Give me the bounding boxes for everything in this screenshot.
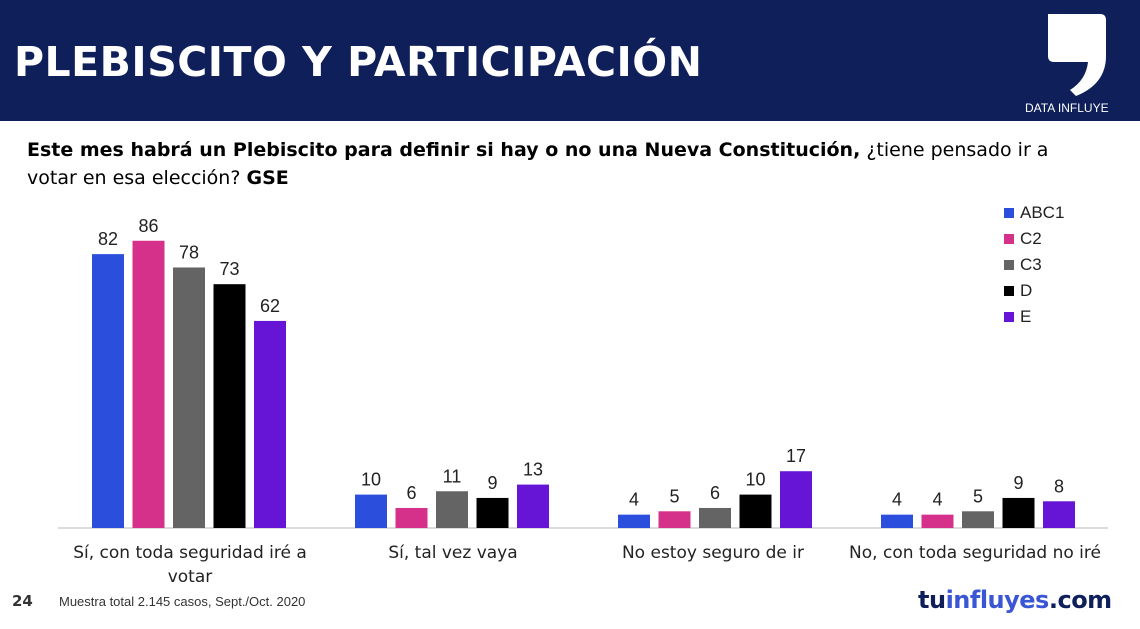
- data-label: 6: [406, 483, 416, 503]
- legend-item-c2: C2: [1004, 226, 1064, 252]
- bar-abc1-3: [881, 514, 913, 528]
- page-number: 24: [12, 592, 33, 610]
- legend-item-c3: C3: [1004, 252, 1064, 278]
- data-label: 8: [1054, 476, 1064, 496]
- data-label: 5: [973, 486, 983, 506]
- legend-label: C3: [1020, 255, 1042, 274]
- bar-c2-1: [395, 507, 428, 528]
- category-label: votar: [168, 567, 213, 587]
- comma-logo-icon: [1048, 14, 1106, 96]
- bar-d-1: [476, 497, 509, 528]
- legend-swatch: [1004, 208, 1014, 218]
- legend-swatch: [1004, 312, 1014, 322]
- data-label: 10: [361, 470, 381, 490]
- bar-e-1: [517, 484, 549, 528]
- bar-d-2: [739, 494, 772, 528]
- legend-item-e: E: [1004, 304, 1064, 330]
- sample-footnote: Muestra total 2.145 casos, Sept./Oct. 20…: [59, 594, 306, 609]
- data-label: 13: [523, 460, 543, 480]
- site-logo: tuinfluyes.com: [918, 586, 1112, 614]
- survey-question: Este mes habrá un Plebiscito para defini…: [27, 136, 1087, 192]
- category-label: No, con toda seguridad no iré: [849, 543, 1101, 563]
- legend-label: ABC1: [1020, 203, 1065, 222]
- question-text: ¿tiene pensado ir a votar en esa elecció…: [27, 139, 1049, 189]
- bar-c2-2: [658, 511, 691, 528]
- category-label: Sí, con toda seguridad iré a: [73, 543, 307, 563]
- bar-c3-2: [699, 507, 731, 528]
- category-label: Sí, tal vez vaya: [388, 543, 517, 563]
- site-prefix: tu: [918, 586, 946, 614]
- data-label: 73: [219, 259, 239, 279]
- bar-c3-0: [173, 267, 205, 528]
- bar-abc1-2: [618, 514, 650, 528]
- site-accent: influyes: [945, 586, 1050, 614]
- bar-e-0: [254, 320, 286, 528]
- data-label: 4: [932, 490, 942, 510]
- data-label: 86: [138, 216, 158, 236]
- data-label: 9: [487, 473, 497, 493]
- bar-c3-3: [962, 511, 994, 528]
- header-bar: PLEBISCITO Y PARTICIPACIÓN DATA INFLUYE: [0, 0, 1140, 121]
- data-label: 82: [98, 229, 118, 249]
- bar-e-3: [1043, 501, 1075, 528]
- question-bold-text: Este mes habrá un Plebiscito para defini…: [27, 139, 861, 161]
- page-title: PLEBISCITO Y PARTICIPACIÓN: [14, 38, 703, 86]
- bar-c2-0: [132, 240, 165, 528]
- legend-label: E: [1020, 307, 1032, 326]
- site-suffix: .com: [1048, 586, 1112, 614]
- data-label: 9: [1013, 473, 1023, 493]
- data-label: 4: [892, 490, 902, 510]
- bar-c2-3: [921, 514, 954, 528]
- legend-swatch: [1004, 286, 1014, 296]
- data-label: 17: [786, 446, 806, 466]
- question-gse: GSE: [246, 167, 289, 189]
- bar-abc1-1: [355, 494, 387, 528]
- legend-label: D: [1020, 281, 1033, 300]
- data-label: 11: [443, 466, 462, 486]
- data-label: 6: [710, 483, 720, 503]
- legend-swatch: [1004, 260, 1014, 270]
- bar-c3-1: [436, 491, 468, 528]
- bar-e-2: [780, 471, 812, 528]
- legend-item-d: D: [1004, 278, 1064, 304]
- bar-abc1-0: [92, 254, 124, 528]
- legend-label: C2: [1020, 229, 1042, 248]
- bar-d-0: [213, 284, 246, 528]
- legend-item-abc1: ABC1: [1004, 200, 1064, 226]
- chart-legend: ABC1 C2 C3 D E: [1004, 200, 1064, 330]
- data-label: 10: [745, 470, 765, 490]
- data-label: 78: [179, 242, 199, 262]
- legend-swatch: [1004, 234, 1014, 244]
- bar-d-3: [1002, 497, 1035, 528]
- data-label: 62: [260, 296, 280, 316]
- data-label: 5: [669, 486, 679, 506]
- category-label: No estoy seguro de ir: [622, 543, 804, 563]
- data-label: 4: [629, 490, 639, 510]
- brand-label: DATA INFLUYE: [1025, 101, 1109, 115]
